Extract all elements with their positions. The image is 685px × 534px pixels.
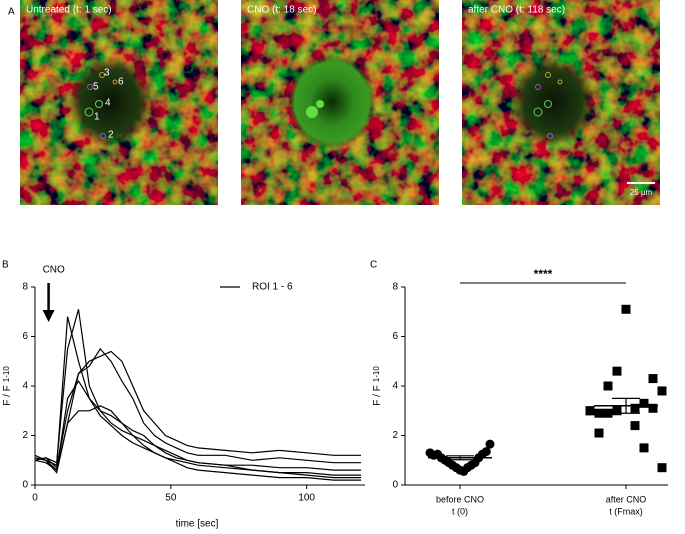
point — [594, 428, 604, 438]
legend-label: ROI 1 - 6 — [252, 282, 293, 293]
error-bar — [612, 397, 640, 414]
x-tick-sublabel: t (Fmax) — [609, 506, 643, 516]
panel-label: C — [370, 260, 377, 271]
y-tick-label: 2 — [22, 430, 28, 441]
micrograph: after CNO (t: 118 sec) 25 µm — [462, 0, 660, 205]
trace — [34, 405, 361, 476]
x-tick-label: 100 — [298, 493, 315, 504]
y-tick-label: 2 — [392, 430, 398, 441]
roi-label: 1 — [94, 112, 100, 123]
y-tick-label: 0 — [22, 480, 28, 491]
point — [639, 443, 649, 453]
image-title: Untreated (t: 1 sec) — [26, 5, 112, 16]
panel-label: B — [2, 260, 9, 271]
point — [485, 439, 495, 449]
trace — [34, 379, 361, 472]
x-tick-label: before CNO — [436, 494, 484, 504]
point — [657, 386, 667, 396]
point — [648, 374, 658, 384]
micrograph: Untreated (t: 1 sec) 3 6 5 4 1 2 — [20, 0, 218, 205]
image-title: after CNO (t: 118 sec) — [468, 5, 565, 16]
y-tick-label: 8 — [22, 282, 28, 293]
point — [648, 403, 658, 413]
roi-label: 5 — [93, 82, 99, 93]
point — [594, 408, 604, 418]
error-bar — [446, 455, 474, 461]
point — [481, 447, 491, 457]
y-axis-label: F / F 1-10 — [372, 366, 383, 406]
point — [630, 403, 640, 413]
y-axis-label-sub: 1-10 — [2, 366, 11, 383]
roi-label: 4 — [105, 98, 111, 109]
trace — [34, 350, 361, 469]
significance-label: **** — [534, 267, 553, 281]
y-axis-label-sub: 1-10 — [372, 366, 381, 383]
trace — [34, 309, 361, 479]
x-axis-label: time [sec] — [176, 519, 219, 530]
y-axis-label-main: F / F — [372, 385, 383, 406]
trace — [34, 316, 361, 481]
y-axis-label: F / F 1-10 — [2, 366, 13, 406]
y-tick-label: 6 — [392, 331, 398, 342]
y-tick-label: 0 — [392, 480, 398, 491]
y-tick-label: 4 — [22, 381, 28, 392]
x-tick-sublabel: t (0) — [452, 506, 468, 516]
annotation: CNO — [43, 265, 65, 276]
roi-label: 2 — [108, 130, 114, 141]
scale-bar-label: 25 µm — [630, 188, 653, 197]
point — [603, 381, 613, 391]
y-tick-label: 6 — [22, 331, 28, 342]
y-axis-label-main: F / F — [2, 385, 13, 406]
annotation-arrowhead — [42, 310, 55, 322]
point — [612, 366, 622, 376]
roi-label: 3 — [104, 68, 110, 79]
point — [630, 421, 640, 431]
image-title: CNO (t: 18 sec) — [247, 5, 316, 16]
y-tick-label: 8 — [392, 282, 398, 293]
micrograph: CNO (t: 18 sec) — [241, 0, 439, 205]
x-tick-label: after CNO — [606, 494, 647, 504]
point — [621, 304, 631, 314]
x-tick-label: 50 — [165, 493, 177, 504]
point — [639, 398, 649, 408]
x-tick-label: 0 — [32, 493, 38, 504]
panel-label: A — [8, 7, 15, 18]
point — [603, 408, 613, 418]
roi-label: 6 — [118, 77, 124, 88]
y-tick-label: 4 — [392, 381, 398, 392]
trace — [34, 347, 361, 472]
point — [612, 406, 622, 416]
point — [657, 463, 667, 473]
point — [585, 406, 595, 416]
